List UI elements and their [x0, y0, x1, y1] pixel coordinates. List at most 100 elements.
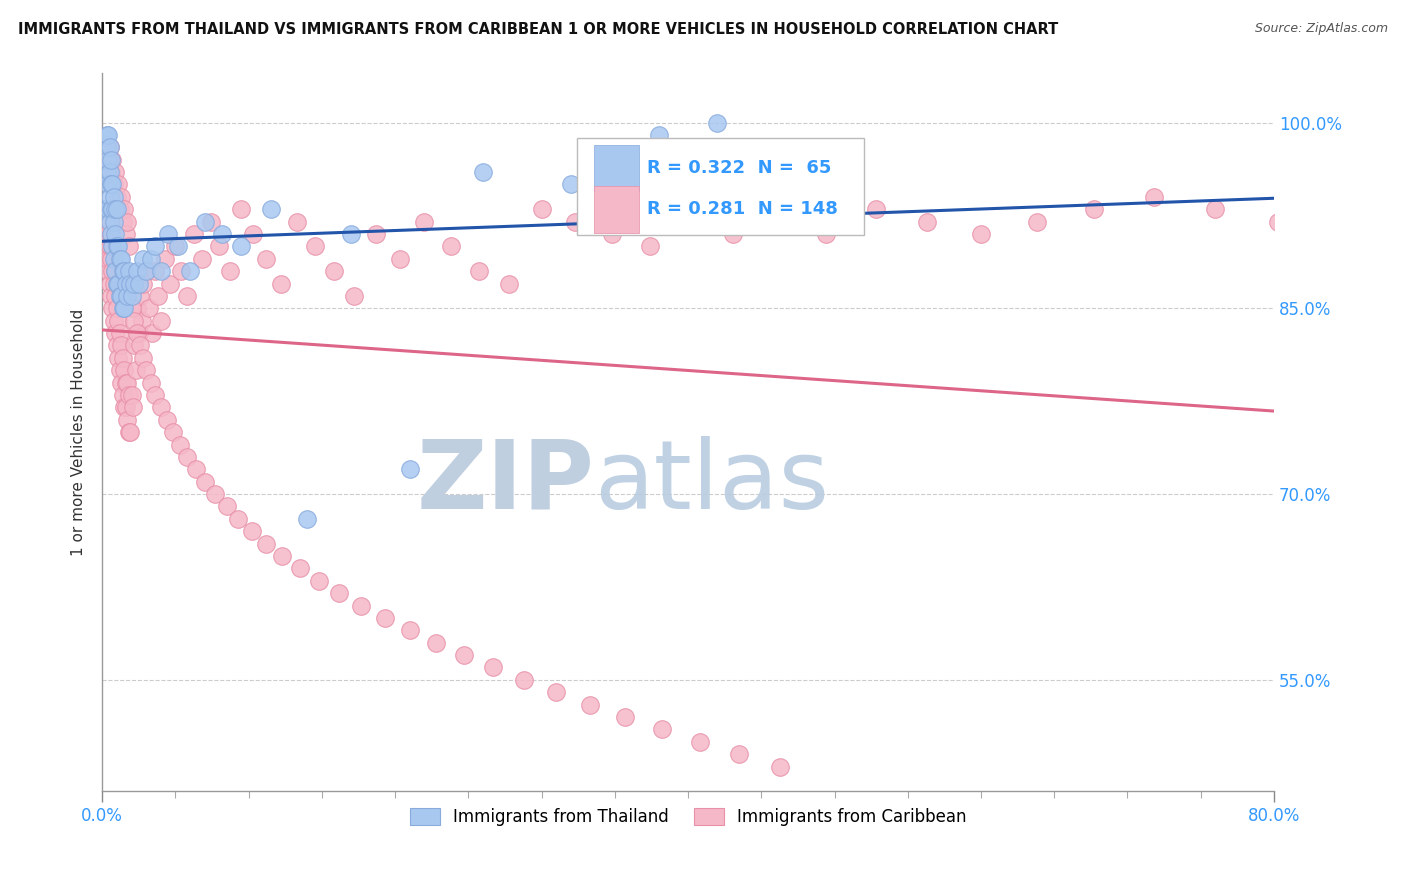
Point	[108, 202, 131, 217]
Text: atlas: atlas	[595, 436, 830, 529]
Point	[398, 624, 420, 638]
Point	[111, 301, 134, 316]
Point	[270, 277, 292, 291]
Point	[100, 252, 122, 266]
Point	[114, 227, 136, 241]
Point	[97, 178, 120, 192]
Point	[101, 178, 124, 192]
Point	[115, 289, 138, 303]
Point	[100, 178, 122, 192]
FancyBboxPatch shape	[576, 137, 863, 235]
Point	[240, 524, 263, 539]
Text: R = 0.281  N = 148: R = 0.281 N = 148	[647, 200, 838, 219]
Point	[110, 252, 132, 266]
Point	[101, 239, 124, 253]
Point	[184, 462, 207, 476]
Point	[111, 214, 134, 228]
Point	[343, 289, 366, 303]
Point	[139, 376, 162, 390]
Point	[728, 747, 751, 761]
Point	[121, 388, 143, 402]
Point	[98, 140, 121, 154]
Point	[103, 214, 125, 228]
Point	[112, 301, 135, 316]
Point	[176, 289, 198, 303]
Point	[107, 239, 129, 253]
Point	[254, 536, 277, 550]
Point	[105, 239, 128, 253]
Point	[271, 549, 294, 563]
Point	[191, 252, 214, 266]
Point	[865, 202, 887, 217]
Point	[118, 277, 141, 291]
Point	[139, 252, 162, 266]
Point	[322, 264, 344, 278]
Point	[453, 648, 475, 662]
Point	[98, 140, 121, 154]
Point	[179, 264, 201, 278]
Point	[768, 214, 790, 228]
Point	[117, 264, 139, 278]
Point	[564, 214, 586, 228]
Point	[413, 214, 436, 228]
FancyBboxPatch shape	[595, 186, 638, 233]
Point	[127, 301, 149, 316]
Point	[141, 326, 163, 340]
Point	[108, 326, 131, 340]
Point	[398, 462, 420, 476]
Point	[111, 351, 134, 365]
Point	[103, 252, 125, 266]
Point	[96, 239, 118, 253]
Point	[103, 277, 125, 291]
Point	[115, 214, 138, 228]
Point	[304, 239, 326, 253]
Point	[482, 660, 505, 674]
Point	[769, 759, 792, 773]
Point	[107, 178, 129, 192]
Point	[128, 277, 150, 291]
Point	[143, 264, 166, 278]
Point	[814, 227, 837, 241]
Point	[530, 202, 553, 217]
Point	[97, 264, 120, 278]
Point	[94, 202, 117, 217]
Point	[114, 401, 136, 415]
Point	[1025, 214, 1047, 228]
Point	[208, 239, 231, 253]
Point	[970, 227, 993, 241]
Point	[560, 178, 582, 192]
Point	[107, 313, 129, 327]
Text: Source: ZipAtlas.com: Source: ZipAtlas.com	[1254, 22, 1388, 36]
Point	[112, 202, 135, 217]
Point	[546, 685, 568, 699]
Point	[105, 338, 128, 352]
Point	[467, 264, 489, 278]
Point	[107, 277, 129, 291]
Point	[111, 388, 134, 402]
Point	[101, 264, 124, 278]
Point	[350, 599, 373, 613]
Point	[114, 277, 136, 291]
Point	[105, 277, 128, 291]
Point	[135, 264, 157, 278]
Point	[215, 500, 238, 514]
Point	[143, 388, 166, 402]
Point	[153, 252, 176, 266]
Point	[131, 313, 153, 327]
Point	[308, 574, 330, 588]
Point	[149, 401, 172, 415]
Point	[132, 252, 155, 266]
Point	[100, 227, 122, 241]
Point	[110, 289, 132, 303]
Point	[94, 227, 117, 241]
Point	[125, 363, 148, 377]
Point	[472, 165, 495, 179]
Point	[104, 289, 127, 303]
Point	[231, 202, 253, 217]
Point	[100, 165, 122, 179]
Point	[98, 190, 121, 204]
Point	[211, 227, 233, 241]
Point	[138, 301, 160, 316]
Point	[259, 202, 281, 217]
Point	[97, 153, 120, 167]
